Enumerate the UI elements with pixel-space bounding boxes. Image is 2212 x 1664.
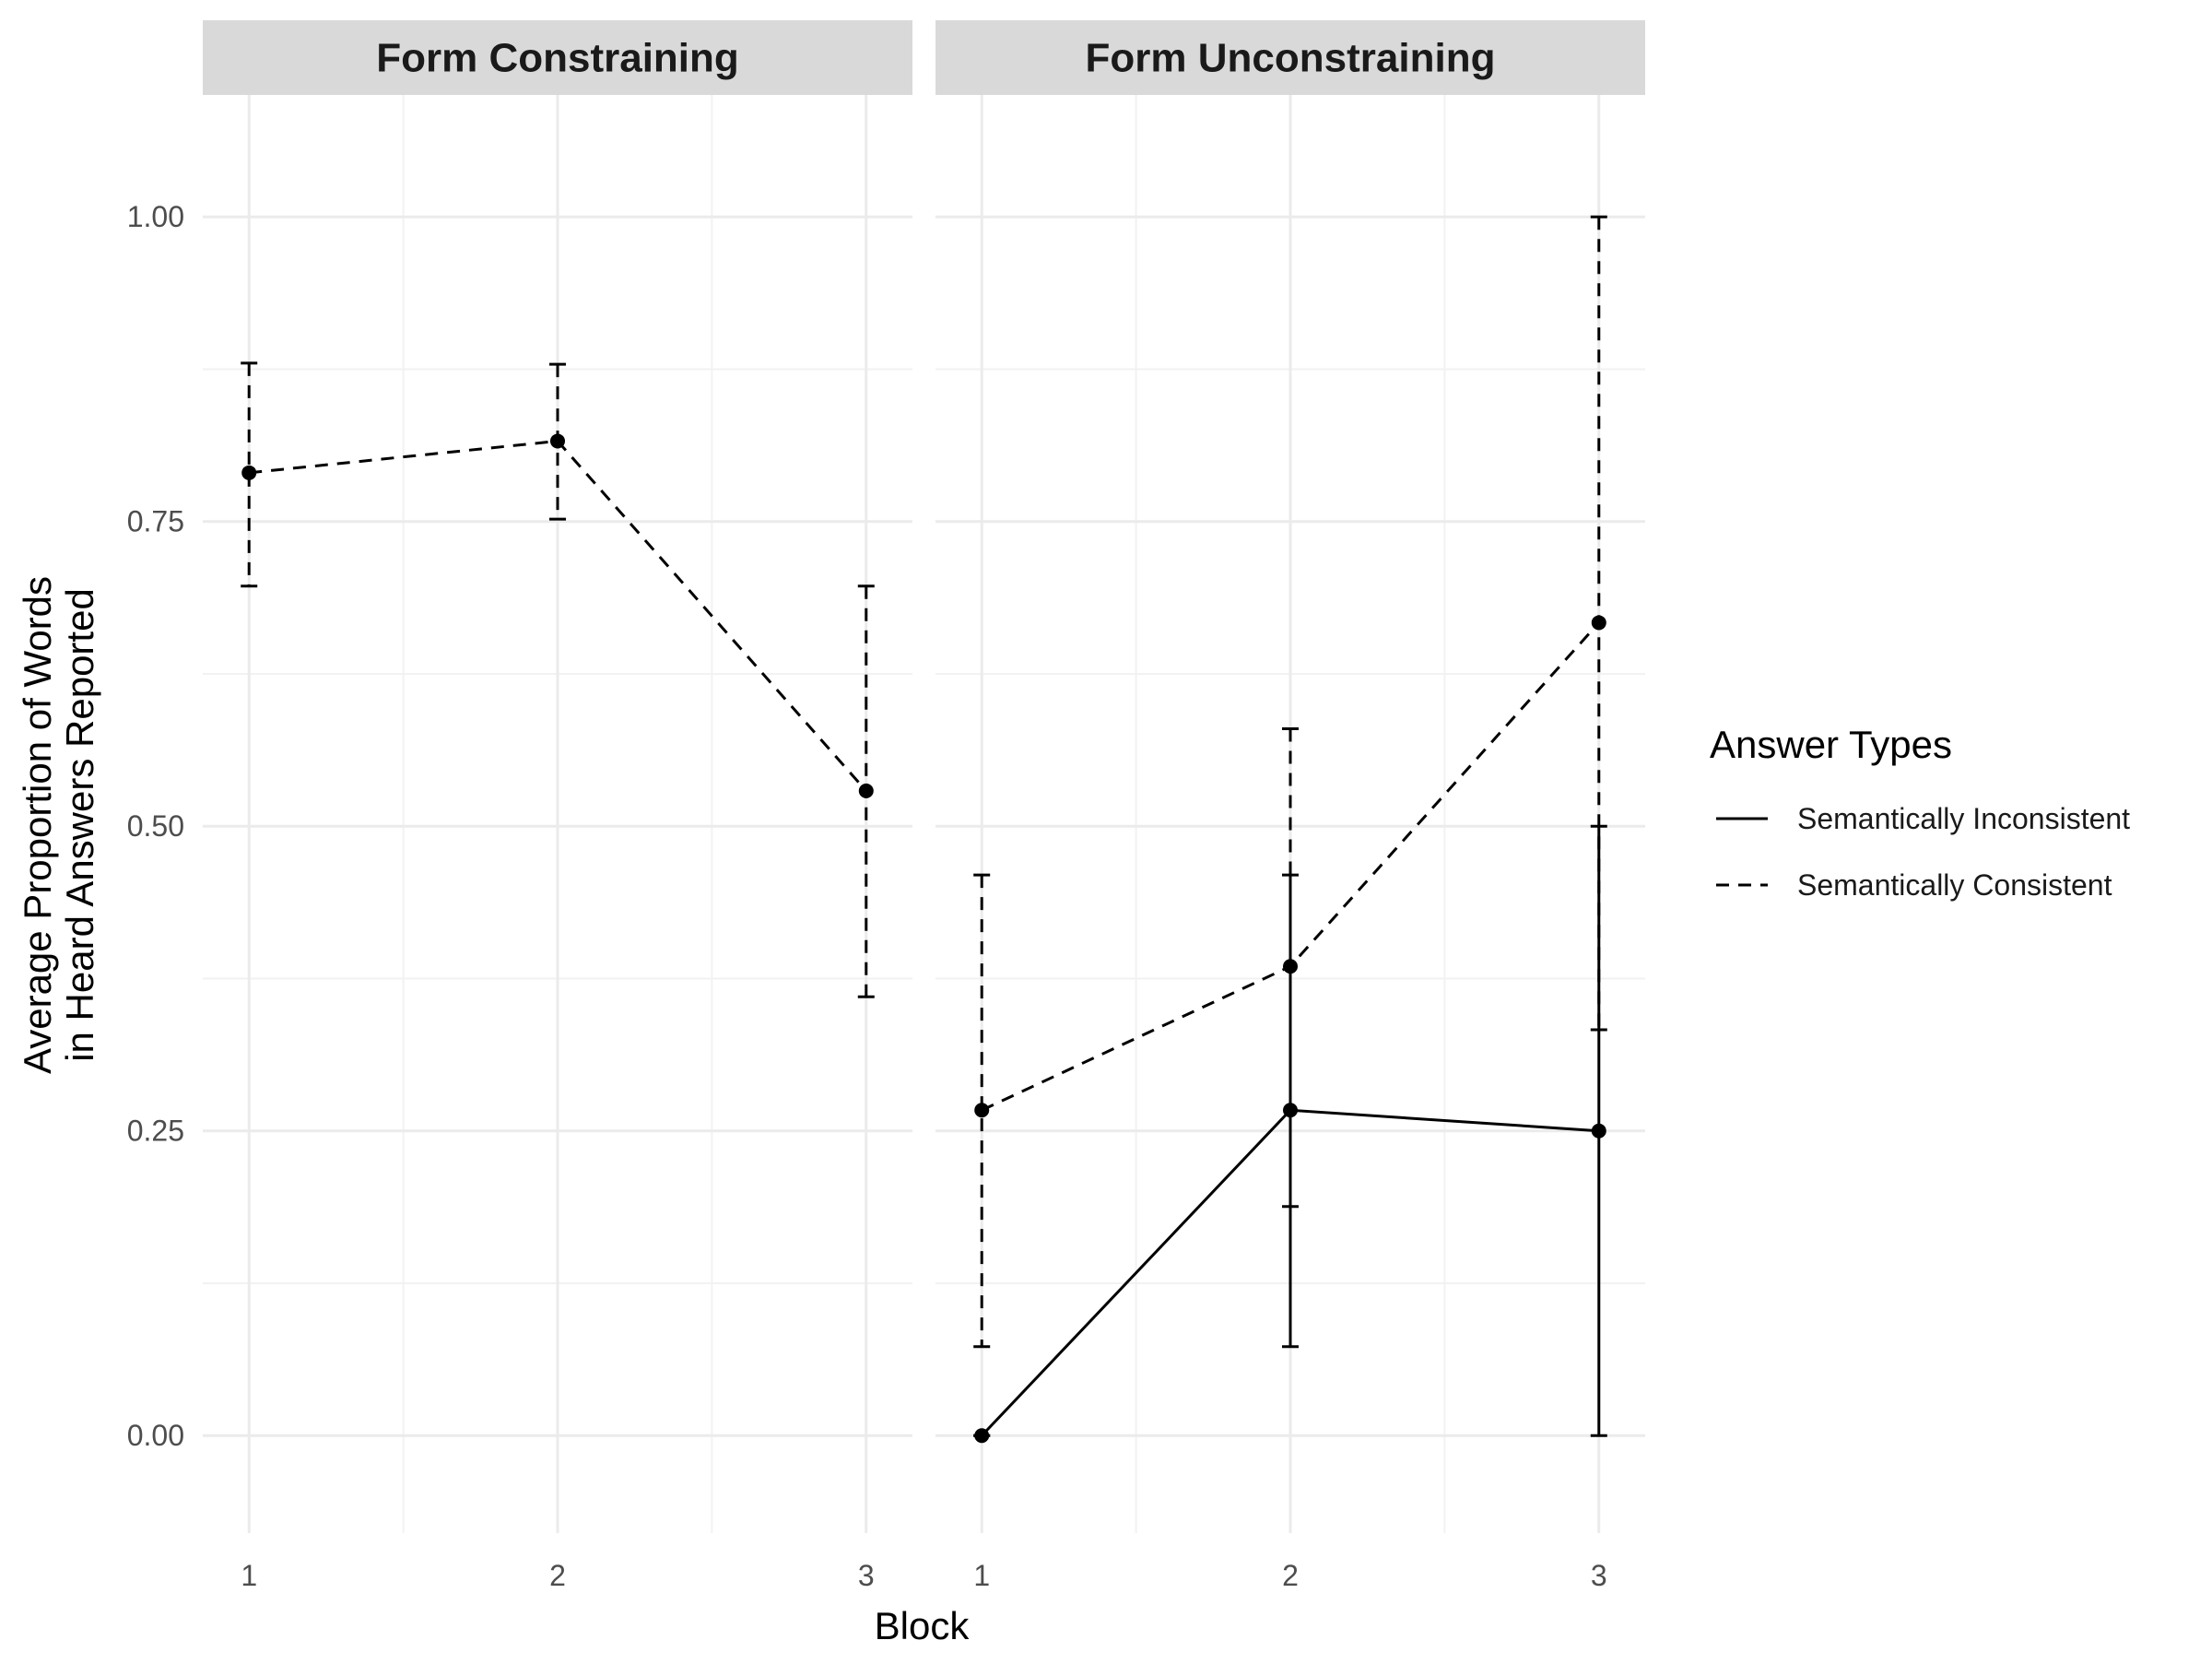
- y-axis-title-line: in Heard Answers Reported: [58, 588, 101, 1062]
- x-tick-label: 2: [549, 1559, 566, 1592]
- legend-entry-label: Semantically Inconsistent: [1797, 802, 2130, 835]
- y-tick-label: 1.00: [127, 200, 184, 233]
- x-tick-label: 3: [1591, 1559, 1607, 1592]
- facet-title: Form Constraining: [376, 36, 739, 81]
- legend-entry-label: Semantically Consistent: [1797, 868, 2112, 902]
- data-point: [1591, 1123, 1606, 1139]
- x-tick-label: 3: [858, 1559, 875, 1592]
- x-tick-label: 1: [241, 1559, 257, 1592]
- data-point: [858, 783, 874, 798]
- y-tick-label: 0.00: [127, 1419, 184, 1452]
- y-tick-label: 0.25: [127, 1115, 184, 1148]
- data-point: [241, 465, 257, 480]
- facet-title: Form Unconstraining: [1086, 36, 1496, 81]
- data-point: [974, 1103, 990, 1118]
- facet-strip: [935, 20, 1645, 95]
- x-tick-label: 1: [973, 1559, 990, 1592]
- data-point: [1283, 959, 1298, 974]
- y-axis-title: Average Proportion of Wordsin Heard Answ…: [16, 576, 101, 1074]
- y-axis-title-line: Average Proportion of Words: [16, 576, 59, 1074]
- data-point: [974, 1428, 990, 1444]
- x-axis-title: Block: [875, 1604, 971, 1647]
- facet-strip: [203, 20, 912, 95]
- y-tick-label: 0.50: [127, 809, 184, 843]
- data-point: [1591, 615, 1606, 631]
- data-point: [550, 433, 565, 449]
- x-tick-label: 2: [1282, 1559, 1299, 1592]
- legend-title: Answer Types: [1710, 723, 1952, 766]
- y-tick-label: 0.75: [127, 505, 184, 538]
